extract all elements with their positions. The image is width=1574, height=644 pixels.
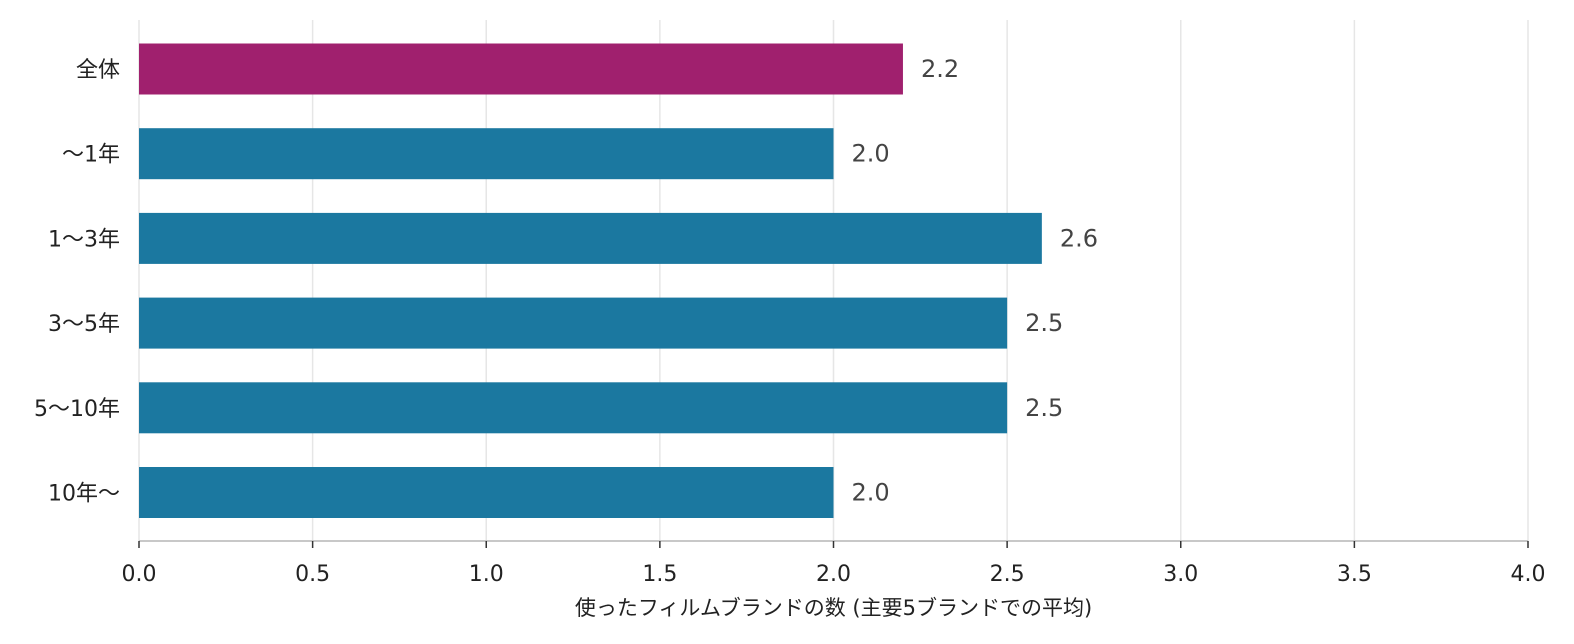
bar-5 (139, 467, 834, 518)
bar-1 (139, 128, 834, 180)
bars (139, 43, 1042, 518)
x-tick-label-3: 1.5 (642, 562, 677, 587)
x-tick-label-1: 0.5 (295, 562, 330, 587)
category-label-5: 10年〜 (48, 482, 120, 507)
x-tick-label-4: 2.0 (816, 562, 851, 587)
category-labels: 全体〜1年 1〜3年 3〜5年 5〜10年 10年〜 (34, 58, 120, 507)
value-labels: 2.2 2.0 2.6 2.5 2.5 2.0 (852, 55, 1099, 507)
bar-3 (139, 297, 1008, 349)
value-label-2: 2.6 (1060, 224, 1098, 252)
category-label-1: 〜1年 (62, 143, 120, 168)
value-label-3: 2.5 (1025, 309, 1063, 337)
grid-lines (138, 20, 1529, 541)
value-label-1: 2.0 (852, 140, 890, 168)
category-label-3: 3〜5年 (48, 312, 120, 337)
x-tick-label-2: 1.0 (469, 562, 504, 587)
value-label-5: 2.0 (852, 479, 890, 507)
value-label-4: 2.5 (1025, 394, 1063, 422)
bar-2 (139, 212, 1042, 264)
x-tick-label-6: 3.0 (1163, 562, 1198, 587)
bar-4 (139, 382, 1008, 434)
category-label-0: 全体 (76, 58, 120, 83)
x-tick-label-5: 2.5 (990, 562, 1025, 587)
x-tick-label-0: 0.0 (122, 562, 157, 587)
x-axis-title: 使ったフィルムブランドの数 (主要5ブランドでの平均) (575, 596, 1092, 620)
value-label-0: 2.2 (921, 55, 959, 83)
x-tick-label-8: 4.0 (1511, 562, 1546, 587)
x-axis: 0.0 0.5 1.0 1.5 2.0 2.5 3.0 3.5 4.0 (122, 540, 1546, 587)
category-label-4: 5〜10年 (34, 397, 120, 422)
bar-0 (139, 43, 903, 95)
x-tick-label-7: 3.5 (1337, 562, 1372, 587)
category-label-2: 1〜3年 (48, 227, 120, 252)
